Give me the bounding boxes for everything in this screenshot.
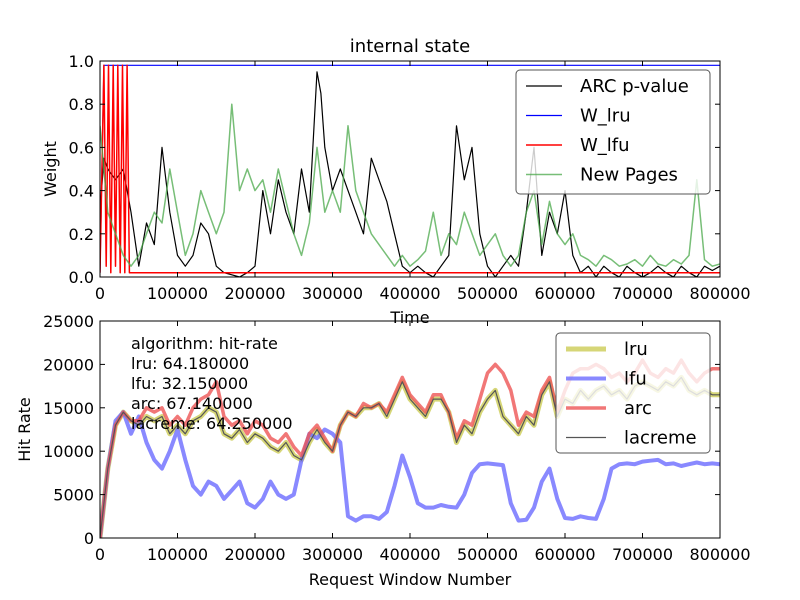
x-tick-label: 100000 (147, 545, 208, 564)
y-tick-label: 0.8 (69, 95, 94, 114)
y-tick-label: 1.0 (69, 52, 94, 71)
x-tick-label: 500000 (457, 284, 518, 303)
x-tick-label: 200000 (224, 284, 285, 303)
legend-box (555, 332, 711, 454)
x-tick-label: 400000 (379, 284, 440, 303)
legend-label: arc (624, 398, 652, 419)
y-tick-label: 0 (84, 529, 94, 548)
x-axis-label: Request Window Number (309, 570, 512, 589)
legend: ARC p-value W_lru W_lfu New Pages (515, 69, 711, 195)
y-tick-label: 0.6 (69, 138, 94, 157)
x-tick-label: 0 (95, 545, 105, 564)
y-tick-label: 15000 (43, 399, 94, 418)
legend-label: lfu (624, 369, 647, 390)
series-line-lfu (100, 410, 720, 538)
stats-line: algorithm: hit-rate (131, 334, 278, 353)
y-tick-label: 0.0 (69, 268, 94, 287)
y-tick-label: 0.4 (69, 182, 94, 201)
legend-label: lru (624, 339, 648, 360)
legend-label: W_lfu (580, 135, 630, 156)
x-tick-label: 100000 (147, 284, 208, 303)
stats-line: lfu: 32.150000 (131, 374, 248, 393)
legend-box (515, 69, 711, 195)
stats-line: lru: 64.180000 (131, 354, 249, 373)
series-line-new-pages (100, 103, 720, 267)
chart-title: internal state (350, 36, 470, 57)
x-axis-label: Time (389, 308, 429, 327)
x-tick-label: 300000 (302, 284, 363, 303)
x-tick-label: 700000 (612, 284, 673, 303)
series-line-arc-p-value (100, 71, 720, 277)
x-tick-label: 600000 (534, 284, 595, 303)
legend: lru lfu arc lacreme (555, 332, 711, 454)
x-tick-label: 800000 (689, 545, 750, 564)
y-tick-label: 0.2 (69, 225, 94, 244)
y-axis-label: Hit Rate (15, 397, 34, 462)
x-tick-label: 300000 (302, 545, 363, 564)
stats-line: lacreme: 64.250000 (131, 414, 293, 433)
y-tick-label: 5000 (53, 486, 94, 505)
x-tick-label: 400000 (379, 545, 440, 564)
x-tick-label: 200000 (224, 545, 285, 564)
y-axis-label: Weight (41, 141, 60, 197)
y-tick-label: 20000 (43, 355, 94, 374)
x-tick-label: 0 (95, 284, 105, 303)
legend-label: W_lru (580, 106, 631, 127)
x-tick-label: 700000 (612, 545, 673, 564)
x-tick-label: 600000 (534, 545, 595, 564)
stats-line: arc: 67.140000 (131, 394, 253, 413)
legend-label: ARC p-value (580, 76, 689, 97)
internal-state-chart: 0 100000 200000 300000 400000 500000 600000 700… (41, 36, 751, 327)
plot-area (100, 64, 720, 277)
y-tick-label: 10000 (43, 442, 94, 461)
hit-rate-chart: 0 100000 200000 300000 400000 500000 600000 700… (15, 312, 751, 589)
legend-label: lacreme (624, 428, 697, 449)
y-tick-label: 25000 (43, 312, 94, 331)
x-tick-label: 800000 (689, 284, 750, 303)
legend-label: New Pages (580, 165, 678, 186)
x-tick-label: 500000 (457, 545, 518, 564)
